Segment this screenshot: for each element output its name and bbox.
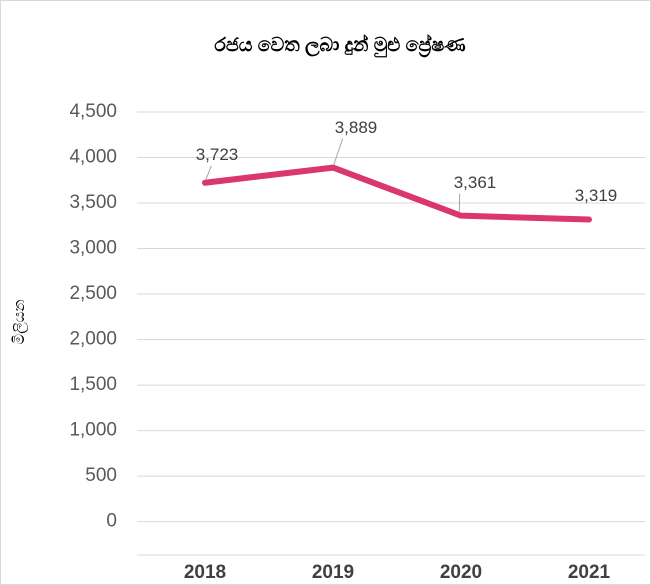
y-tick-label: 2,000	[69, 329, 117, 350]
y-axis-label: මිලියන	[11, 299, 28, 344]
leader-line	[205, 165, 212, 180]
y-tick-label: 3,000	[69, 238, 117, 259]
data-label: 3,361	[454, 173, 497, 192]
y-tick-label: 1,500	[69, 374, 117, 395]
x-tick-label: 2020	[440, 562, 482, 583]
data-label: 3,319	[575, 186, 618, 205]
y-tick-label: 4,500	[69, 101, 117, 122]
x-tick-label: 2019	[312, 562, 354, 583]
line	[202, 164, 592, 223]
y-tick-label: 4,000	[69, 147, 117, 168]
chart-title: රජය වෙත ලබා දුන් මුළු ප්‍රේෂණ	[214, 34, 465, 59]
y-tick-label: 0	[106, 511, 117, 532]
y-tick-label: 3,500	[69, 192, 117, 213]
leader-line	[333, 138, 344, 165]
data-label: 3,723	[196, 145, 239, 164]
y-tick-label: 500	[85, 465, 117, 486]
data-label: 3,889	[335, 118, 378, 137]
x-tick-label: 2021	[568, 562, 611, 583]
y-tick-label: 2,500	[69, 283, 117, 304]
y-tick-label: 1,000	[69, 420, 117, 441]
x-tick-label: 2018	[184, 562, 226, 583]
